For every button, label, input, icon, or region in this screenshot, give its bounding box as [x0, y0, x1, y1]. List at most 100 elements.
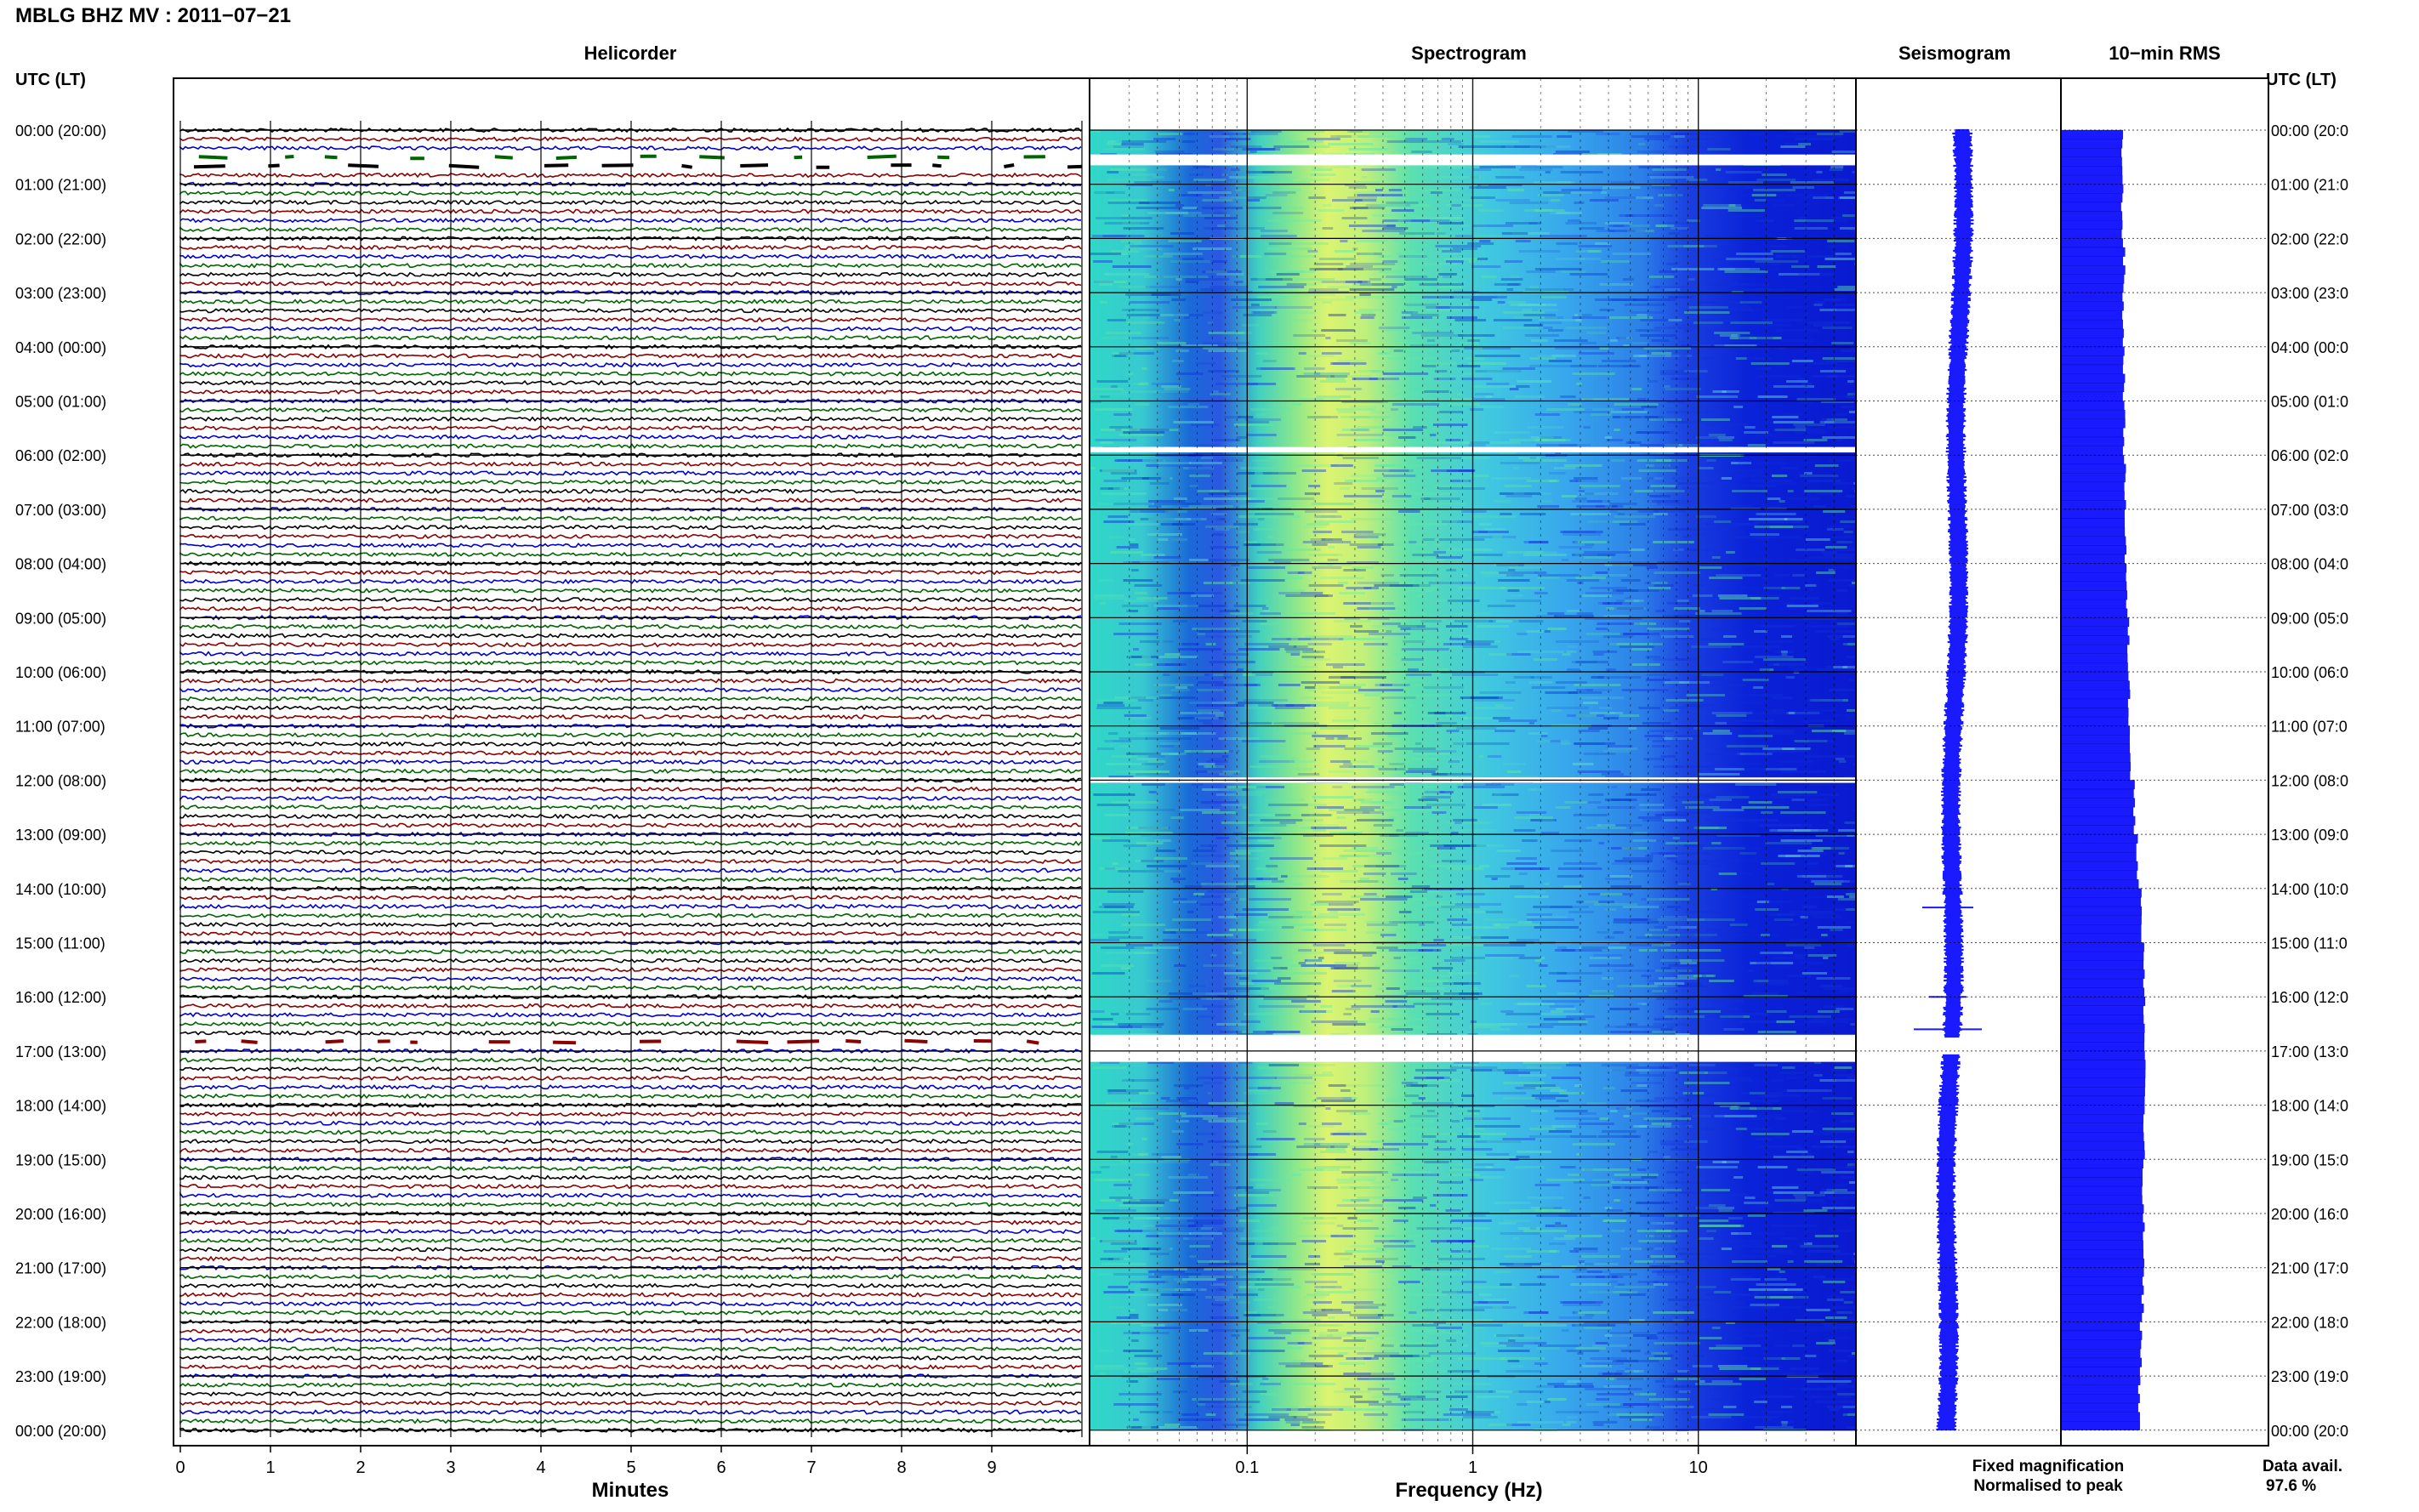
- spectrogram-speckle: [1507, 1360, 1520, 1362]
- spectrogram-speckle: [1474, 556, 1485, 559]
- spectrogram-speckle: [1735, 357, 1747, 360]
- spectrogram-speckle: [1301, 1426, 1324, 1429]
- spectrogram-speckle: [1513, 676, 1534, 679]
- spectrogram-speckle: [1836, 1383, 1848, 1385]
- spectrogram-speckle: [1457, 365, 1481, 367]
- spectrogram-speckle: [1424, 1161, 1449, 1163]
- spectrogram-speckle: [1475, 1163, 1494, 1166]
- spectrogram-speckle: [1611, 459, 1625, 462]
- spectrogram-speckle: [1792, 186, 1814, 189]
- spectrogram-speckle: [1446, 1240, 1473, 1242]
- spectrogram-speckle: [1352, 865, 1375, 867]
- spectrogram-speckle: [1255, 1184, 1266, 1186]
- spectrogram-speckle: [1343, 1013, 1352, 1015]
- spectrogram-speckle: [1157, 1112, 1187, 1115]
- spectrogram-speckle: [1212, 750, 1239, 753]
- helicorder-trace: [179, 262, 1082, 269]
- spectrogram-speckle: [1602, 977, 1614, 980]
- utc-lt-left-label: UTC (LT): [15, 71, 86, 89]
- spectrogram-speckle: [1401, 1418, 1449, 1421]
- spectrogram-speckle: [1555, 1222, 1561, 1225]
- spectrogram-speckle: [1722, 1403, 1741, 1406]
- spectrogram-speckle: [1237, 1186, 1254, 1189]
- spectrogram-speckle: [1160, 477, 1173, 480]
- spectrogram-speckle: [1763, 1357, 1785, 1360]
- spectrogram-speckle: [1672, 837, 1680, 839]
- spectrogram-speckle: [1843, 531, 1853, 533]
- spectrogram-speckle: [1550, 1061, 1559, 1064]
- spectrogram-speckle: [1454, 829, 1497, 832]
- spectrogram-speckle: [1633, 1125, 1648, 1128]
- spectrogram-speckle: [1285, 704, 1317, 707]
- spectrogram-speckle: [1613, 225, 1630, 227]
- time-label-left: 06:00 (02:00): [15, 447, 106, 464]
- time-label-left: 18:00 (14:00): [15, 1098, 106, 1115]
- helicorder-trace: [179, 912, 1082, 918]
- spectrogram-speckle: [1790, 597, 1819, 600]
- spectrogram-speckle: [1267, 536, 1274, 538]
- spectrogram-speckle: [1334, 967, 1380, 969]
- spectrogram-speckle: [1432, 582, 1460, 584]
- spectrogram-speckle: [1242, 806, 1249, 809]
- spectrogram-speckle: [1792, 799, 1827, 801]
- rms-bar: [2060, 698, 2128, 708]
- spectrogram-speckle: [1682, 487, 1707, 490]
- spectrogram-speckle: [1204, 765, 1216, 768]
- spectrogram-speckle: [1654, 490, 1685, 492]
- spectrogram-speckle: [1732, 661, 1739, 663]
- helicorder-trace: [179, 975, 1082, 982]
- spectrogram-speckle: [1424, 166, 1437, 168]
- spectrogram-speckle: [1263, 207, 1304, 209]
- spectrogram-speckle: [1708, 691, 1739, 694]
- spectrogram-speckle: [1475, 1140, 1521, 1143]
- spectrogram-speckle: [1723, 1406, 1737, 1408]
- helicorder-trace: [179, 1310, 1082, 1316]
- spectrogram-speckle: [1210, 490, 1221, 492]
- spectrogram-speckle: [1355, 439, 1384, 441]
- spectrogram-speckle: [1695, 1383, 1742, 1385]
- spectrogram-speckle: [1127, 1143, 1134, 1145]
- spectrogram-speckle: [1699, 610, 1705, 612]
- spectrogram-speckle: [1646, 1337, 1659, 1339]
- spectrogram-speckle: [1821, 551, 1837, 554]
- spectrogram-speckle: [1549, 480, 1560, 482]
- spectrogram-speckle: [1526, 1401, 1544, 1403]
- spectrogram-speckle: [1822, 1207, 1866, 1209]
- spectrogram-speckle: [1194, 717, 1219, 719]
- spectrogram-speckle: [1217, 225, 1225, 227]
- helicorder-trace: [179, 298, 1082, 304]
- spectrogram-speckle: [1369, 855, 1382, 857]
- spectrogram-speckle: [1754, 630, 1767, 633]
- spectrogram-speckle: [1249, 995, 1266, 998]
- spectrogram-speckle: [1326, 378, 1346, 380]
- spectrogram-speckle: [1129, 809, 1175, 811]
- spectrogram-speckle: [1345, 480, 1386, 482]
- spectrogram-speckle: [1180, 712, 1224, 714]
- rms-bar: [2060, 690, 2131, 699]
- spectrogram-speckle: [1574, 477, 1598, 480]
- spectrogram-speckle: [1613, 969, 1655, 972]
- spectrogram-speckle: [1471, 196, 1495, 199]
- spectrogram-speckle: [1616, 1360, 1659, 1362]
- spectrogram-speckle: [1412, 551, 1430, 554]
- spectrogram-speckle: [1409, 957, 1419, 959]
- spectrogram-speckle: [1601, 824, 1642, 827]
- spectrogram-speckle: [1442, 860, 1466, 862]
- spectrogram-speckle: [1828, 569, 1836, 571]
- spectrogram-speckle: [1827, 426, 1856, 429]
- spectrogram-speckle: [1329, 967, 1340, 969]
- spectrogram-speckle: [1804, 490, 1843, 492]
- spectrogram-speckle: [1736, 702, 1763, 704]
- spectrogram-speckle: [1458, 334, 1495, 337]
- spectrogram-speckle: [1347, 1217, 1357, 1219]
- spectrogram-speckle: [1614, 1199, 1620, 1202]
- spectrogram-speckle: [1195, 362, 1216, 365]
- rms-bar: [2060, 301, 2124, 311]
- spectrogram-speckle: [1250, 408, 1290, 411]
- spectrogram-speckle: [1158, 1309, 1187, 1311]
- spectrogram-speckle: [1272, 1408, 1291, 1411]
- spectrogram-speckle: [1529, 457, 1537, 459]
- spectrogram-speckle: [1403, 747, 1415, 750]
- spectrogram-speckle: [1789, 939, 1819, 941]
- spectrogram-speckle: [1788, 1329, 1813, 1332]
